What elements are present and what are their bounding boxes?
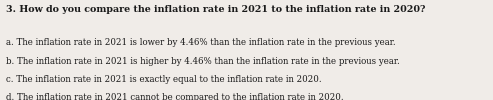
Text: d. The inflation rate in 2021 cannot be compared to the inflation rate in 2020.: d. The inflation rate in 2021 cannot be … bbox=[6, 94, 344, 100]
Text: a. The inflation rate in 2021 is lower by 4.46% than the inflation rate in the p: a. The inflation rate in 2021 is lower b… bbox=[6, 38, 395, 47]
Text: b. The inflation rate in 2021 is higher by 4.46% than the inflation rate in the : b. The inflation rate in 2021 is higher … bbox=[6, 56, 400, 66]
Text: 3. How do you compare the inflation rate in 2021 to the inflation rate in 2020?: 3. How do you compare the inflation rate… bbox=[6, 5, 425, 14]
Text: c. The inflation rate in 2021 is exactly equal to the inflation rate in 2020.: c. The inflation rate in 2021 is exactly… bbox=[6, 75, 321, 84]
